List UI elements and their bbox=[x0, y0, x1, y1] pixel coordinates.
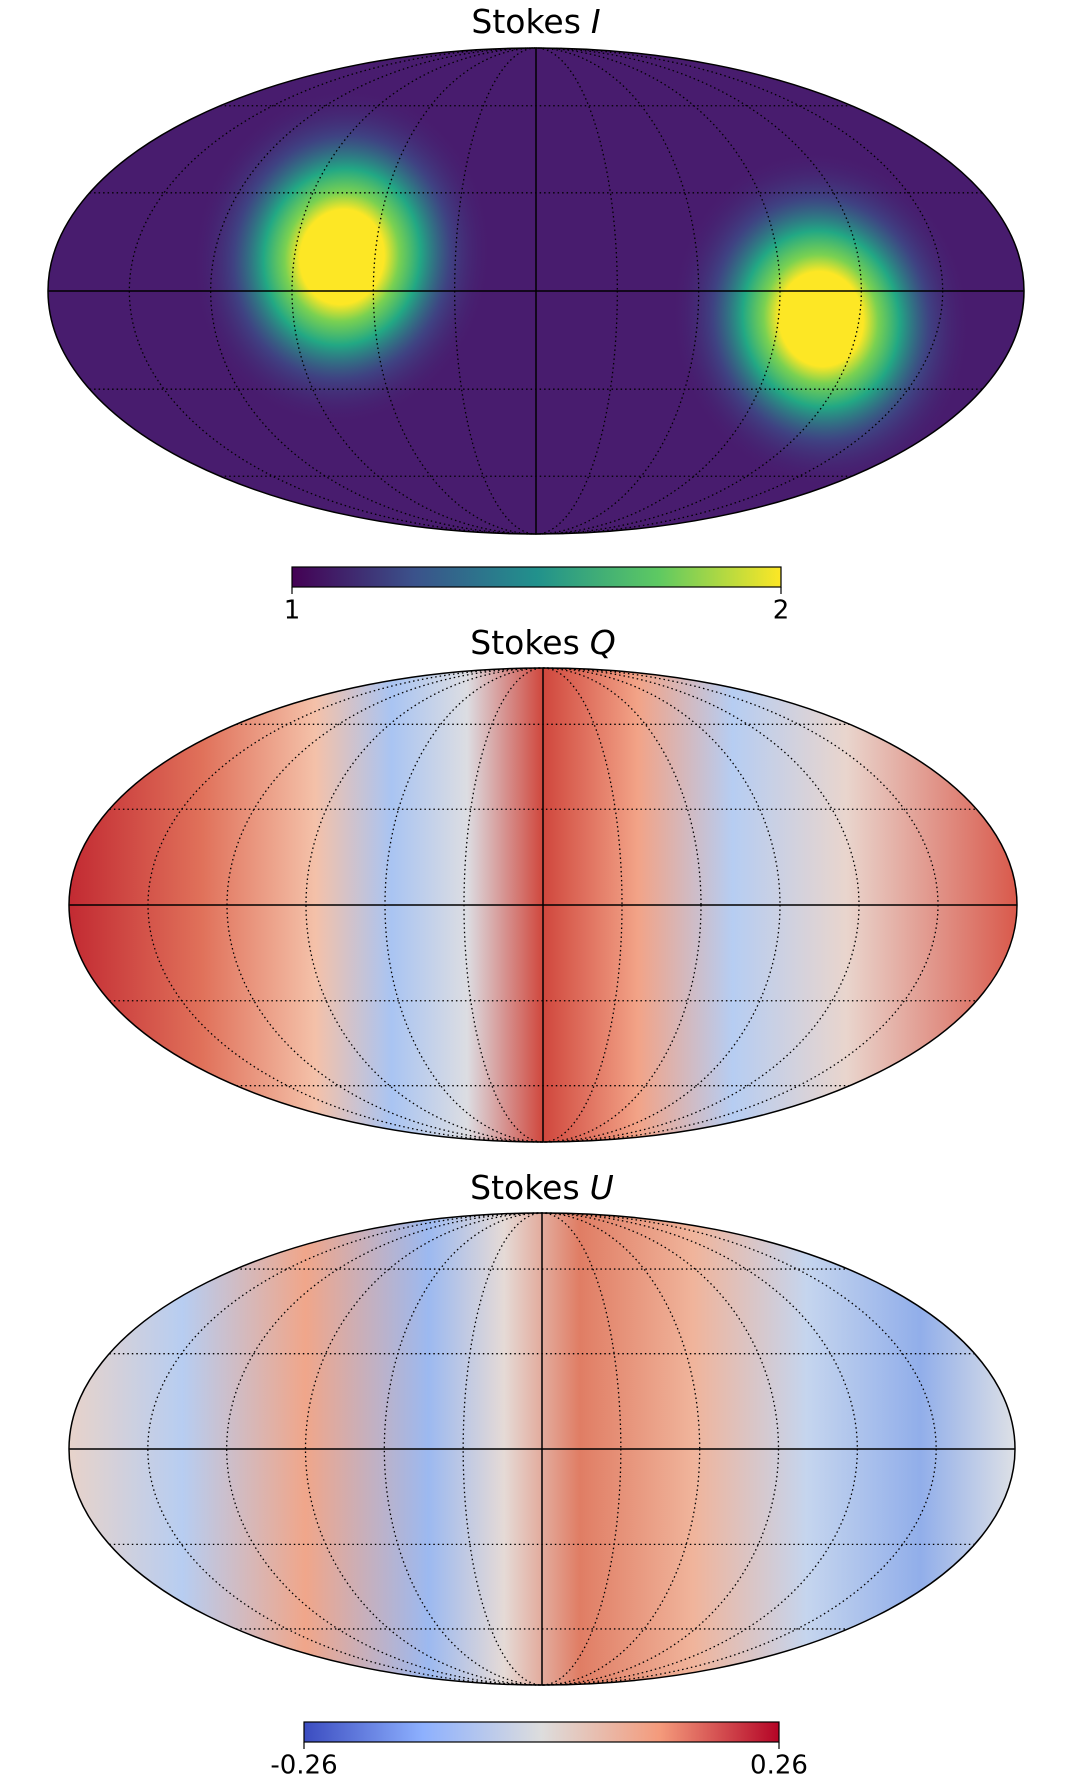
colorbar-tick-label: 2 bbox=[773, 596, 790, 626]
colorbar bbox=[291, 566, 782, 588]
colorbar-tick-label: -0.26 bbox=[270, 1751, 337, 1781]
map-title: Stokes Q bbox=[470, 623, 616, 662]
title-symbol: I bbox=[591, 2, 601, 41]
title-text: Stokes bbox=[471, 2, 581, 41]
colorbar-tick-label: 0.26 bbox=[750, 1751, 808, 1781]
colorbar-tick-label: 1 bbox=[284, 596, 301, 626]
title-symbol: Q bbox=[590, 623, 616, 662]
colorbar bbox=[303, 1721, 780, 1743]
map-title: Stokes I bbox=[471, 2, 600, 41]
map-title: Stokes U bbox=[470, 1168, 614, 1207]
title-symbol: U bbox=[590, 1168, 614, 1207]
title-text: Stokes bbox=[470, 1168, 580, 1207]
map-outline bbox=[47, 47, 1025, 535]
title-text: Stokes bbox=[470, 623, 580, 662]
map-outline bbox=[68, 667, 1018, 1143]
map-outline bbox=[68, 1212, 1016, 1686]
